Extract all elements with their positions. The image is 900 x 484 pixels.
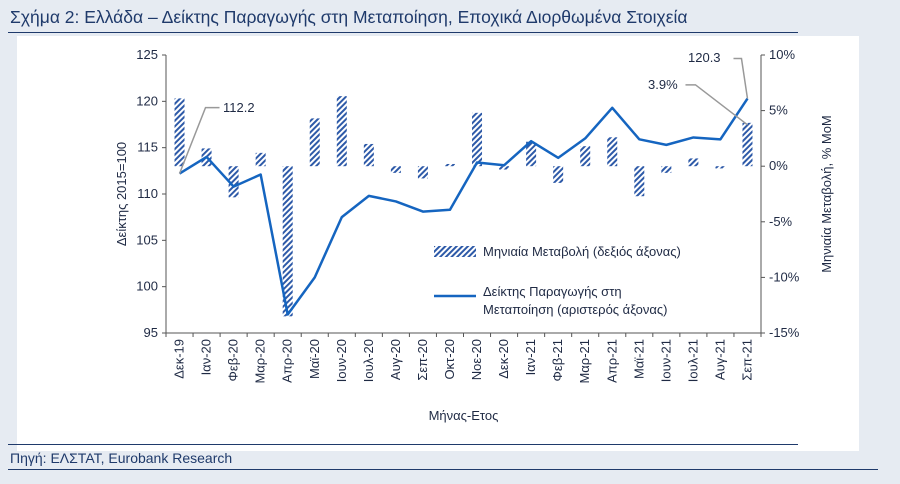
left-tick-label: 95 [144, 325, 158, 340]
x-tick-label: Απρ-20 [280, 339, 295, 383]
x-tick-label: Μαρ-20 [253, 339, 268, 384]
x-tick-label: Απρ-21 [604, 339, 619, 383]
y-axis-title-left: Δείκτης 2015=100 [114, 142, 129, 246]
index-line [178, 97, 749, 316]
bars-layer [174, 96, 753, 317]
right-tick-label: 5% [769, 103, 788, 118]
mom-bar [255, 152, 266, 167]
mom-bar [363, 143, 374, 167]
annotation-120: 120.3 [688, 50, 721, 65]
mom-bar [174, 98, 185, 167]
mom-bar [444, 163, 455, 167]
mom-bar [715, 166, 726, 169]
mom-bar [282, 166, 293, 317]
source-rule [8, 444, 798, 445]
x-tick-label: Μαϊ-20 [307, 339, 322, 379]
x-tick-label: Δεκ-20 [496, 339, 511, 379]
annotation-leader-112 [178, 106, 220, 174]
left-tick-label: 125 [136, 47, 158, 62]
mom-bar [336, 96, 347, 167]
left-tick-label: 100 [136, 279, 158, 294]
x-tick-label: Σεπ-21 [739, 339, 754, 381]
x-tick-label: Οκτ-20 [442, 339, 457, 380]
legend-label-line-1: Δείκτης Παραγωγής στη [483, 284, 622, 299]
x-tick-label: Φεβ-20 [226, 339, 241, 381]
bottom-rule [8, 469, 878, 470]
legend-swatch-bars [434, 246, 476, 257]
mom-bar [417, 166, 428, 179]
mom-bar [742, 122, 753, 167]
mom-bar [472, 112, 483, 167]
source-note: Πηγή: ΕΛΣΤΑΤ, Eurobank Research [10, 450, 233, 466]
line-layer [178, 97, 749, 316]
x-tick-label: Ιουν-21 [658, 339, 673, 382]
mom-bar [634, 166, 645, 197]
x-tick-label: Ιουν-20 [334, 339, 349, 382]
annotation-39: 3.9% [648, 77, 678, 92]
x-tick-label: Σεπ-20 [415, 339, 430, 381]
mom-bar [661, 166, 672, 173]
annotation-112: 112.2 [223, 100, 255, 115]
mom-bar [499, 166, 510, 170]
title-rule [8, 32, 798, 33]
right-tick-label: -15% [769, 325, 800, 340]
right-tick-label: 0% [769, 158, 788, 173]
x-tick-label: Μαϊ-21 [631, 339, 646, 379]
x-tick-label: Ιαν-20 [199, 339, 214, 375]
mom-bar [607, 137, 618, 167]
figure-title: Σχήμα 2: Ελλάδα – Δείκτης Παραγωγής στη … [10, 7, 688, 27]
right-tick-label: -5% [769, 214, 793, 229]
chart-panel [17, 36, 859, 451]
annotation-leader-120 [733, 57, 749, 99]
x-tick-label: Μαρ-21 [577, 339, 592, 384]
mom-bar [526, 141, 537, 167]
x-tick-label: Νοε-20 [469, 339, 484, 380]
x-tick-label: Δεκ-19 [172, 339, 187, 379]
mom-bar [553, 166, 564, 183]
axes-layer: 95 100 105 110 115 120 125 -15% -10% -5% 0% 5% 10% Δε… [114, 47, 834, 423]
right-tick-label: -10% [769, 269, 800, 284]
x-tick-label: Ιουλ-20 [361, 339, 376, 382]
left-tick-label: 120 [136, 93, 158, 108]
mom-bar [390, 166, 401, 173]
mom-bar [688, 158, 699, 167]
left-tick-label: 105 [136, 232, 158, 247]
right-tick-label: 10% [769, 47, 795, 62]
x-tick-label: Αυγ-21 [712, 339, 727, 380]
annotation-leader-39 [685, 84, 748, 126]
x-tick-label: Ιουλ-21 [685, 339, 700, 382]
mom-bar [228, 166, 239, 198]
x-tick-label: Ιαν-21 [523, 339, 538, 375]
legend-label-bars: Μηνιαία Μεταβολή (δεξιός άξονας) [483, 244, 681, 259]
annotation-layer: 112.2 120.3 3.9% [178, 50, 749, 174]
title-bar: Σχήμα 2: Ελλάδα – Δείκτης Παραγωγής στη … [0, 0, 900, 34]
legend-layer: Μηνιαία Μεταβολή (δεξιός άξονας) Δείκτης … [434, 244, 681, 317]
x-tick-label: Φεβ-21 [550, 339, 565, 381]
y-axis-title-right: Μηνιαία Μεταβολή, % MoM [819, 115, 834, 273]
mom-bar [309, 118, 320, 167]
left-tick-label: 110 [137, 186, 158, 201]
x-axis-title: Μήνας-Ετος [429, 408, 499, 423]
legend-label-line-2: Μεταποίηση (αριστερός άξονας) [483, 302, 668, 317]
left-tick-label: 115 [137, 140, 158, 155]
x-tick-label: Αυγ-20 [388, 339, 403, 380]
mom-bar [580, 146, 591, 167]
